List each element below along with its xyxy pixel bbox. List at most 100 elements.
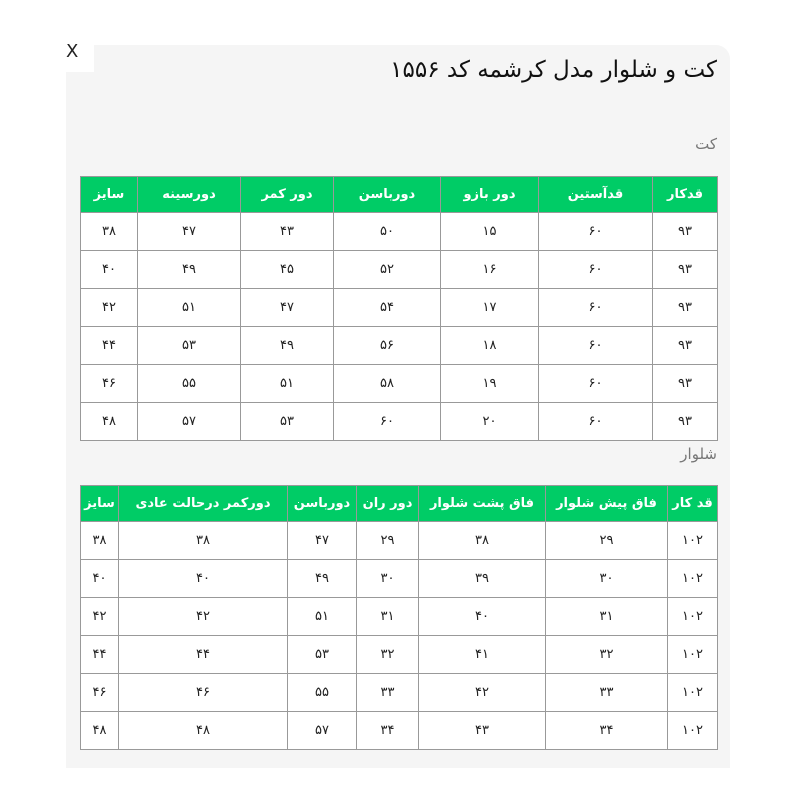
column-header: دورسینه <box>137 176 241 213</box>
table-cell: ۴۷ <box>287 521 357 560</box>
table-cell: ۱۰۲ <box>667 711 718 750</box>
pants-section-label: شلوار <box>680 445 717 463</box>
column-header: قدآستین <box>538 176 653 213</box>
table-cell: ۳۴ <box>356 711 419 750</box>
table-cell: ۴۹ <box>287 559 357 598</box>
table-cell: ۴۳ <box>418 711 546 750</box>
table-row: ۹۳ ۶۰ ۱۷ ۵۴ ۴۷ ۵۱ ۴۲ <box>80 288 718 327</box>
jacket-size-table: قدکار قدآستین دور بازو دورباسن دور کمر دورسین… <box>80 176 718 441</box>
column-header: دور کمر <box>240 176 334 213</box>
table-cell: ۵۱ <box>287 597 357 636</box>
table-row: ۱۰۲ ۲۹ ۳۸ ۲۹ ۴۷ ۳۸ ۳۸ <box>80 521 718 560</box>
table-row: ۱۰۲ ۳۲ ۴۱ ۳۲ ۵۳ ۴۴ ۴۴ <box>80 635 718 674</box>
size-guide-modal: کت و شلوار مدل کرشمه کد ۱۵۵۶ کت قدکار قدآ… <box>66 45 730 768</box>
table-cell: ۴۰ <box>80 250 138 289</box>
table-cell: ۳۱ <box>356 597 419 636</box>
table-cell: ۳۸ <box>80 212 138 251</box>
table-cell: ۱۷ <box>440 288 539 327</box>
table-cell: ۴۵ <box>240 250 334 289</box>
table-row: ۱۰۲ ۳۱ ۴۰ ۳۱ ۵۱ ۴۲ ۴۲ <box>80 597 718 636</box>
table-cell: ۴۶ <box>118 673 288 712</box>
column-header: دورباسن <box>333 176 441 213</box>
table-row: ۹۳ ۶۰ ۱۹ ۵۸ ۵۱ ۵۵ ۴۶ <box>80 364 718 403</box>
column-header: دورکمر درحالت عادی <box>118 485 288 522</box>
table-cell: ۶۰ <box>333 402 441 441</box>
table-cell: ۴۰ <box>118 559 288 598</box>
table-cell: ۹۳ <box>652 212 718 251</box>
table-row: ۹۳ ۶۰ ۱۶ ۵۲ ۴۵ ۴۹ ۴۰ <box>80 250 718 289</box>
table-cell: ۳۳ <box>545 673 668 712</box>
table-cell: ۳۸ <box>118 521 288 560</box>
table-cell: ۵۷ <box>287 711 357 750</box>
column-header: دور ران <box>356 485 419 522</box>
table-cell: ۴۱ <box>418 635 546 674</box>
table-cell: ۴۷ <box>137 212 241 251</box>
table-cell: ۴۲ <box>418 673 546 712</box>
table-cell: ۹۳ <box>652 326 718 365</box>
table-cell: ۹۳ <box>652 364 718 403</box>
table-cell: ۹۳ <box>652 250 718 289</box>
table-row: ۱۰۲ ۳۰ ۳۹ ۳۰ ۴۹ ۴۰ ۴۰ <box>80 559 718 598</box>
table-cell: ۵۳ <box>137 326 241 365</box>
table-cell: ۴۰ <box>80 559 119 598</box>
table-cell: ۲۹ <box>545 521 668 560</box>
table-cell: ۳۰ <box>545 559 668 598</box>
table-cell: ۴۲ <box>80 597 119 636</box>
table-cell: ۳۳ <box>356 673 419 712</box>
column-header: سایز <box>80 176 138 213</box>
table-cell: ۱۹ <box>440 364 539 403</box>
table-cell: ۴۸ <box>118 711 288 750</box>
table-cell: ۵۳ <box>287 635 357 674</box>
table-cell: ۵۸ <box>333 364 441 403</box>
table-cell: ۶۰ <box>538 326 653 365</box>
table-cell: ۱۰۲ <box>667 559 718 598</box>
table-cell: ۱۰۲ <box>667 597 718 636</box>
table-cell: ۴۹ <box>137 250 241 289</box>
table-cell: ۴۸ <box>80 402 138 441</box>
table-cell: ۶۰ <box>538 364 653 403</box>
table-cell: ۱۵ <box>440 212 539 251</box>
table-cell: ۳۹ <box>418 559 546 598</box>
close-button[interactable]: X <box>52 40 94 72</box>
table-cell: ۶۰ <box>538 212 653 251</box>
table-cell: ۵۰ <box>333 212 441 251</box>
column-header: قد کار <box>667 485 718 522</box>
table-cell: ۳۱ <box>545 597 668 636</box>
table-cell: ۵۴ <box>333 288 441 327</box>
table-cell: ۱۰۲ <box>667 521 718 560</box>
table-cell: ۵۳ <box>240 402 334 441</box>
table-row: ۹۳ ۶۰ ۲۰ ۶۰ ۵۳ ۵۷ ۴۸ <box>80 402 718 441</box>
table-cell: ۳۰ <box>356 559 419 598</box>
table-cell: ۴۲ <box>118 597 288 636</box>
table-cell: ۱۸ <box>440 326 539 365</box>
table-cell: ۳۸ <box>418 521 546 560</box>
table-cell: ۳۸ <box>80 521 119 560</box>
table-row: ۹۳ ۶۰ ۱۸ ۵۶ ۴۹ ۵۳ ۴۴ <box>80 326 718 365</box>
table-cell: ۵۶ <box>333 326 441 365</box>
table-cell: ۶۰ <box>538 288 653 327</box>
table-cell: ۵۲ <box>333 250 441 289</box>
table-cell: ۴۸ <box>80 711 119 750</box>
table-cell: ۲۰ <box>440 402 539 441</box>
table-cell: ۵۱ <box>240 364 334 403</box>
table-row: ۱۰۲ ۳۴ ۴۳ ۳۴ ۵۷ ۴۸ ۴۸ <box>80 711 718 750</box>
column-header: سایز <box>80 485 119 522</box>
table-row: ۹۳ ۶۰ ۱۵ ۵۰ ۴۳ ۴۷ ۳۸ <box>80 212 718 251</box>
table-cell: ۲۹ <box>356 521 419 560</box>
table-cell: ۶۰ <box>538 250 653 289</box>
table-cell: ۵۷ <box>137 402 241 441</box>
table-cell: ۴۶ <box>80 364 138 403</box>
table-cell: ۶۰ <box>538 402 653 441</box>
table-cell: ۳۲ <box>356 635 419 674</box>
table-cell: ۴۴ <box>118 635 288 674</box>
table-cell: ۳۲ <box>545 635 668 674</box>
column-header: قدکار <box>652 176 718 213</box>
modal-title: کت و شلوار مدل کرشمه کد ۱۵۵۶ <box>390 57 717 83</box>
table-cell: ۴۶ <box>80 673 119 712</box>
table-cell: ۴۷ <box>240 288 334 327</box>
column-header: فاق پیش شلوار <box>545 485 668 522</box>
table-cell: ۵۱ <box>137 288 241 327</box>
table-cell: ۴۴ <box>80 326 138 365</box>
table-cell: ۱۶ <box>440 250 539 289</box>
table-cell: ۹۳ <box>652 402 718 441</box>
